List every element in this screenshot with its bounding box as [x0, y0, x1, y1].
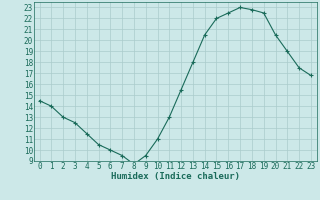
- X-axis label: Humidex (Indice chaleur): Humidex (Indice chaleur): [111, 172, 240, 181]
